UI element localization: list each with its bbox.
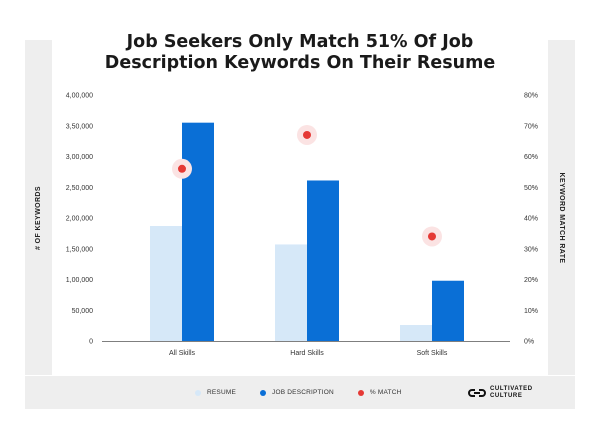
y-tick-label: 1,50,000: [66, 246, 93, 253]
match-point: [178, 164, 186, 173]
bar-resume: [400, 325, 432, 341]
y2-tick-label: 70%: [524, 123, 538, 130]
y2-tick-label: 50%: [524, 185, 538, 192]
match-point: [303, 130, 311, 139]
bar-resume: [275, 244, 307, 341]
y2-tick-label: 80%: [524, 93, 538, 100]
legend-swatch-job-description: [260, 389, 267, 396]
y2-tick-label: 0%: [524, 339, 534, 346]
brand-name-line-1: CULTIVATED: [490, 386, 533, 392]
bar-job-description: [182, 122, 214, 341]
match-point: [428, 232, 436, 241]
legend-swatch-match: [357, 389, 364, 396]
y-axis-label: # OF KEYWORDS: [35, 186, 42, 250]
x-tick-label: Soft Skills: [417, 350, 448, 357]
brand-name-line-2: CULTURE: [490, 393, 523, 399]
chart-title-line-1: Job Seekers Only Match 51% Of Job: [126, 32, 474, 52]
y2-axis-label: KEYWORD MATCH RATE: [558, 173, 565, 264]
y2-tick-label: 10%: [524, 308, 538, 315]
legend-label-resume: RESUME: [207, 389, 237, 396]
bar-resume: [150, 225, 182, 341]
brand-link-icon: [468, 389, 486, 397]
y-tick-label: 50,000: [72, 308, 94, 315]
bar-job-description: [307, 180, 339, 341]
y-tick-label: 2,00,000: [66, 216, 93, 223]
x-tick-label: Hard Skills: [290, 350, 324, 357]
legend-item-job-description: JOB DESCRIPTION: [260, 389, 334, 396]
y2-tick-label: 60%: [524, 154, 538, 161]
legend-label-match: % MATCH: [369, 389, 402, 396]
legend-item-resume: RESUME: [195, 389, 236, 396]
brand-name: CULTIVATED CULTURE: [490, 386, 533, 400]
legend-swatch-resume: [195, 389, 201, 396]
y2-tick-label: 30%: [524, 246, 538, 253]
y-tick-label: 3,50,000: [66, 123, 93, 130]
legend-band: [25, 376, 575, 409]
y-tick-label: 1,00,000: [66, 277, 93, 284]
y2-tick-label: 40%: [524, 216, 538, 223]
legend-label-job-description: JOB DESCRIPTION: [272, 389, 334, 396]
y-tick-label: 0: [89, 339, 93, 346]
y-tick-label: 3,00,000: [66, 154, 93, 161]
brand-logo: CULTIVATED CULTURE: [468, 383, 533, 403]
legend: RESUME JOB DESCRIPTION % MATCH: [195, 376, 402, 409]
right-axis-band: [548, 40, 575, 375]
y2-tick-label: 20%: [524, 277, 538, 284]
y-tick-label: 4,00,000: [66, 93, 93, 100]
x-tick-label: All Skills: [169, 350, 196, 357]
legend-item-match: % MATCH: [357, 389, 402, 396]
left-axis-band: [25, 40, 52, 375]
bar-job-description: [432, 280, 464, 341]
y-tick-label: 2,50,000: [66, 185, 93, 192]
chart-title-line-2: Description Keywords On Their Resume: [104, 53, 496, 73]
chart-title: Job Seekers Only Match 51% Of Job Descri…: [0, 32, 600, 74]
